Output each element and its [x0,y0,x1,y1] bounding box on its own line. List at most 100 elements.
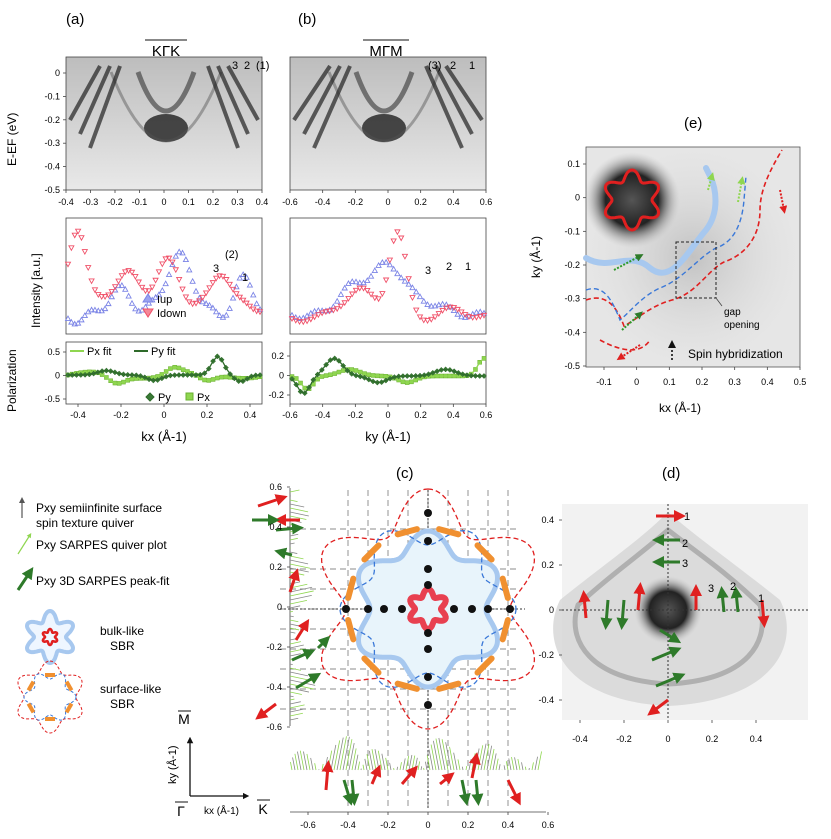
idown-point [177,277,182,282]
panel-a-intensity-label: Intensity [a.u.] [29,253,43,328]
panel-e-y-axis-label: ky (Å-1) [528,236,543,278]
iup-point [183,257,188,262]
c-bottom-quiver-line [403,758,405,770]
idown-point [414,308,419,313]
legend-surf-orange [28,704,33,713]
c-bulk-star [359,531,498,687]
legend-idown: Idown [143,308,186,320]
c-crossing-dot [380,605,388,613]
idown-point [220,274,225,279]
c-bottom-quiver-line [322,764,323,770]
legend-iup-label: Iup [157,294,172,306]
c-left-quiver-line [290,587,312,592]
idown-point [214,276,219,281]
panel-c-left-quiver [252,490,326,720]
legend-px-label: Px [197,392,210,404]
a-xbot-label: 0.4 [244,410,257,420]
c-left-quiver-line [290,524,295,525]
panel-d-band-1b: 1 [758,593,764,605]
idown-point [140,285,145,290]
c-bottom-quiver-line [499,764,500,770]
c-bottom-quiver-line [532,762,533,770]
c-crossing-dot [450,605,458,613]
panel-a-polarization-data [65,354,262,386]
arpes-core [362,114,406,142]
iup-point [160,288,165,293]
d-x-label: -0.2 [616,734,632,744]
legend-item-1: Pxy semiinfinite surface [36,501,162,515]
idown-point [391,239,396,244]
c-bottom-quiver-line [337,738,343,770]
c-left-quiver-line [290,595,312,600]
idown-point [231,287,236,292]
d-x-label: 0.4 [750,734,763,744]
a-xtop-label: 0.3 [231,197,244,207]
idown-point [380,292,385,297]
idown-point [320,311,325,316]
c-bottom-quiver-line [436,739,442,770]
b-xtop-label: 0.6 [480,197,493,207]
legend-block: Pxy semiinfinite surface spin texture qu… [18,500,170,733]
c-bottom-quiver-line [363,765,364,770]
panel-a-intensity: Intensity [a.u.] (2) 3 1 Iup Idown [29,218,263,334]
c-crossing-dot [424,509,432,517]
panel-b-letter: (b) [298,11,316,28]
c-crossing-dot [342,605,350,613]
idown-point [79,236,84,241]
panel-d-band-2b: 2 [730,581,736,593]
idown-point [227,282,232,287]
c-bottom-quiver-line [439,738,445,770]
c-bottom-quiver-line [397,767,398,770]
e-y-label: -0.1 [564,226,580,236]
c-orange-segment [364,545,378,559]
e-y-label: -0.3 [564,294,580,304]
idown-point [305,319,310,324]
legend-idown-label: Idown [157,308,186,320]
iup-point [190,279,195,284]
b-pol-y-label: 0 [279,371,284,381]
d-x-label: 0 [665,734,670,744]
c-left-quiver-line [290,508,308,512]
c-left-quiver-line [290,564,310,568]
c-bottom-quiver-line [462,767,463,770]
panel-a-band-3: 3 [232,60,238,72]
b-pol-y-label: -0.2 [268,390,284,400]
a-xtop-label: 0 [161,197,166,207]
legend-py-label: Py [158,392,171,404]
c-bottom-quiver-line [425,762,427,770]
c-bottom-arrow [344,780,350,800]
a-xtop-label: -0.2 [107,197,123,207]
c-x-label: 0.4 [502,820,515,830]
iup-point [421,299,426,304]
c-crossing-dot [424,581,432,589]
legend-px-fit-label: Px fit [87,346,111,358]
c-left-quiver-line [290,568,309,572]
c-left-arrow [292,652,310,660]
c-bottom-quiver-line [442,739,448,770]
c-bottom-quiver-line [290,762,292,770]
c-left-quiver-line [290,692,302,695]
c-left-quiver-line [290,624,300,626]
c-orange-segment [503,620,508,639]
b-xtop-label: -0.2 [348,197,364,207]
c-y-label: -0.4 [266,682,282,692]
c-y-label: -0.6 [266,722,282,732]
idown-point [72,233,77,238]
b-xtop-label: 0.4 [447,197,460,207]
legend-py-fit-label: Py fit [151,346,175,358]
e-y-label: 0 [575,193,580,203]
b-xbot-label: 0.4 [447,410,460,420]
c-crossing-dot [424,565,432,573]
b-xbot-label: 0.2 [414,410,427,420]
panel-d-band-3: 3 [682,558,688,570]
idown-point [425,319,430,324]
c-y-label: 0.2 [269,562,282,572]
d-arrow [722,592,724,612]
c-bottom-quiver-line [412,756,415,770]
c-left-quiver-line [290,632,295,633]
